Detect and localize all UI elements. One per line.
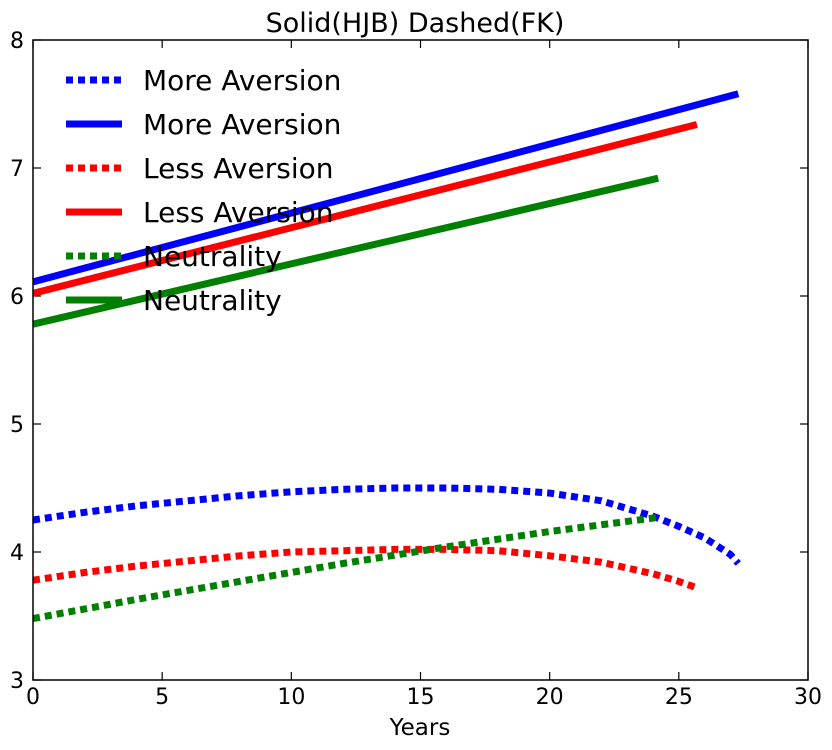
legend-label: Less Aversion bbox=[143, 152, 333, 185]
series-layer bbox=[32, 90, 741, 623]
legend-label: Neutrality bbox=[143, 284, 282, 317]
legend-label: More Aversion bbox=[143, 64, 341, 97]
y-tick-label: 7 bbox=[10, 157, 24, 182]
series-line-less-aversion-solid bbox=[32, 121, 698, 297]
series-line-neutrality-solid bbox=[32, 174, 659, 328]
x-tick-label: 15 bbox=[407, 685, 435, 710]
y-tick-label: 3 bbox=[10, 669, 24, 694]
x-tick-label: 25 bbox=[665, 685, 693, 710]
series-line-less-aversion-dotted bbox=[32, 545, 699, 592]
x-tick-label: 30 bbox=[794, 685, 822, 710]
x-tick-label: 20 bbox=[536, 685, 564, 710]
legend-label: Neutrality bbox=[143, 240, 282, 273]
y-tick-label: 6 bbox=[10, 285, 24, 310]
axis-ticks: 0 5 10 15 20 25 30 3 4 5 6 7 8 bbox=[10, 29, 822, 710]
x-tick-label: 10 bbox=[277, 685, 305, 710]
series-line-more-aversion-solid bbox=[32, 90, 740, 286]
y-tick-label: 4 bbox=[10, 541, 24, 566]
series-line-neutrality-dotted bbox=[32, 513, 659, 623]
legend-label: More Aversion bbox=[143, 108, 341, 141]
chart-title: Solid(HJB) Dashed(FK) bbox=[266, 8, 565, 39]
plot-frame bbox=[32, 39, 809, 681]
legend-label: Less Aversion bbox=[143, 196, 333, 229]
x-tick-label: 5 bbox=[155, 685, 169, 710]
legend: More Aversion More Aversion Less Aversion L… bbox=[66, 64, 341, 317]
x-tick-label: 0 bbox=[26, 685, 40, 710]
y-tick-label: 5 bbox=[10, 413, 24, 438]
y-tick-label: 8 bbox=[10, 29, 24, 54]
series-line-more-aversion-dotted bbox=[32, 484, 741, 566]
plot-background bbox=[33, 40, 808, 680]
x-axis-label: Years bbox=[389, 715, 451, 741]
